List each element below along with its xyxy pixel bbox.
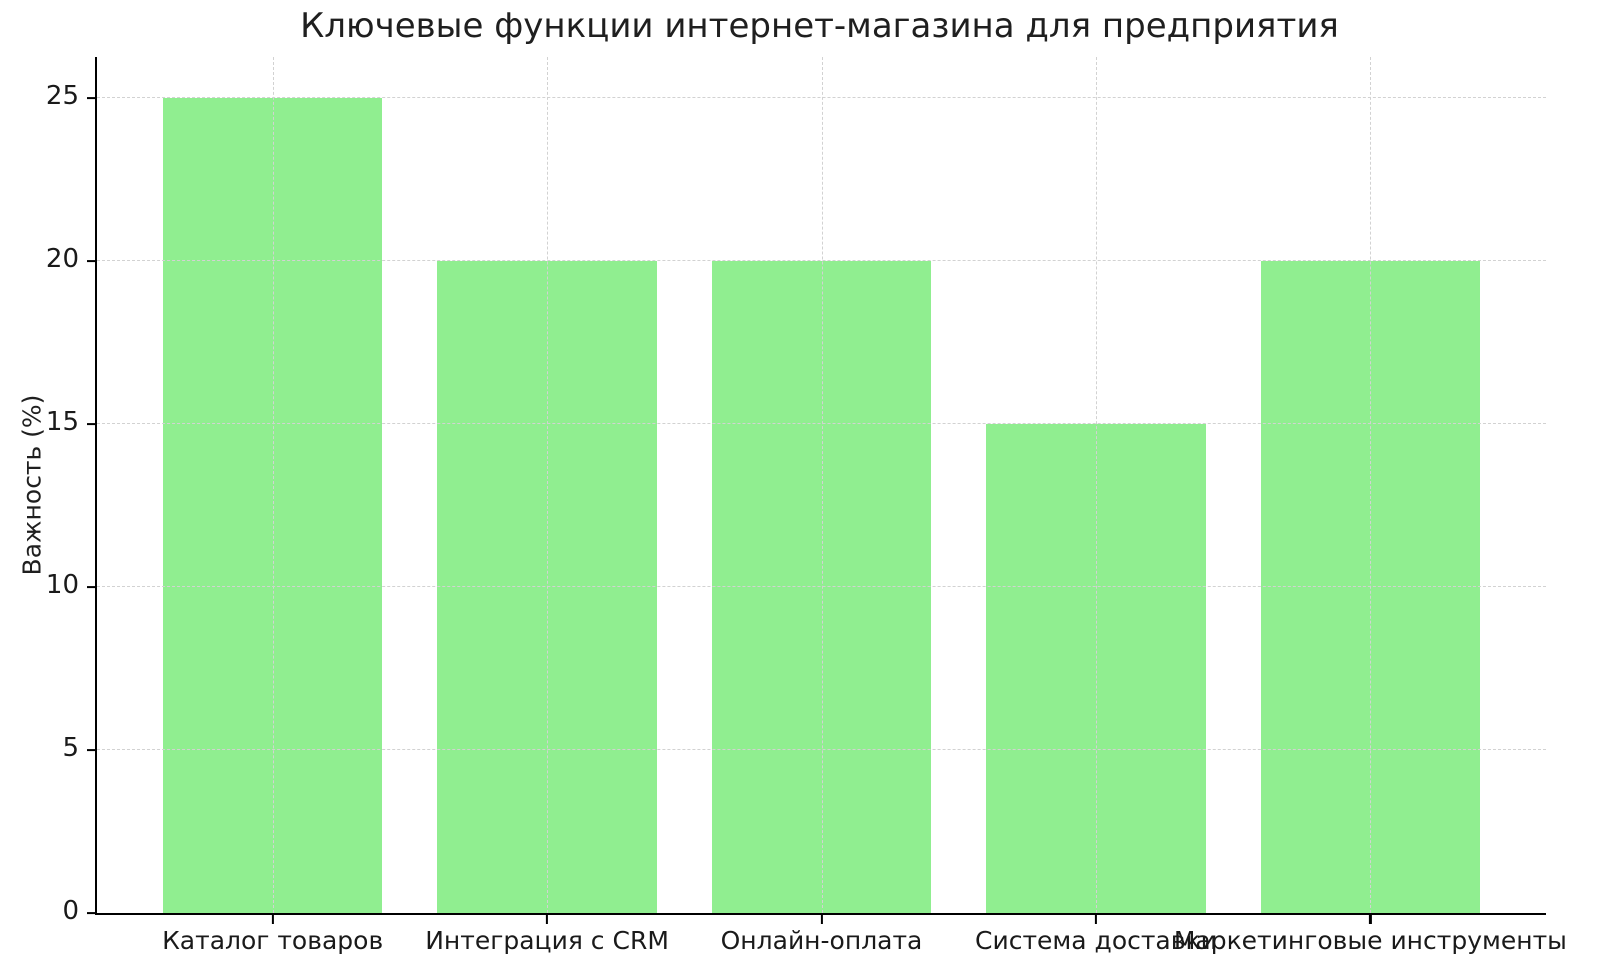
x-tick-mark bbox=[1369, 915, 1372, 924]
x-tick-mark bbox=[820, 915, 823, 924]
y-tick-mark bbox=[87, 748, 97, 752]
x-tick-label: Система доставки bbox=[975, 926, 1217, 955]
y-tick-mark bbox=[87, 585, 97, 588]
y-tick-label: 10 bbox=[45, 570, 79, 601]
y-tick-mark bbox=[87, 259, 97, 262]
x-tick-label: Онлайн-оплата bbox=[720, 926, 923, 955]
y-tick-label: 5 bbox=[62, 733, 79, 764]
x-tick-mark bbox=[1094, 915, 1098, 924]
bar bbox=[437, 260, 657, 913]
x-tick-label: Каталог товаров bbox=[162, 926, 384, 955]
y-tick-label: 20 bbox=[45, 244, 79, 275]
y-tick-label: 25 bbox=[45, 80, 79, 111]
x-tick-mark bbox=[271, 915, 274, 924]
x-gridline bbox=[1370, 57, 1372, 913]
x-tick-label: Маркетинговые инструменты bbox=[1173, 926, 1567, 955]
x-gridline bbox=[272, 57, 274, 913]
y-axis-label: Важность (%) bbox=[17, 394, 47, 576]
bar bbox=[1260, 260, 1481, 913]
x-gridline bbox=[1095, 57, 1097, 913]
y-tick-mark bbox=[87, 911, 97, 915]
bar bbox=[711, 260, 932, 913]
plot-area: 0 5 10 15 20 25 Каталог товаров Интеграция с CR… bbox=[46, 57, 1567, 955]
x-tick-label: Интеграция с CRM bbox=[425, 926, 669, 955]
y-tick-mark bbox=[87, 422, 97, 425]
chart-title: Ключевые функции интернет-магазина для п… bbox=[300, 6, 1339, 46]
x-gridline bbox=[547, 57, 549, 913]
x-tick-mark bbox=[545, 915, 549, 924]
y-tick-label: 0 bbox=[62, 896, 79, 927]
y-tick-mark bbox=[87, 96, 97, 99]
y-tick-label: 15 bbox=[45, 407, 79, 438]
x-gridline bbox=[821, 57, 823, 913]
